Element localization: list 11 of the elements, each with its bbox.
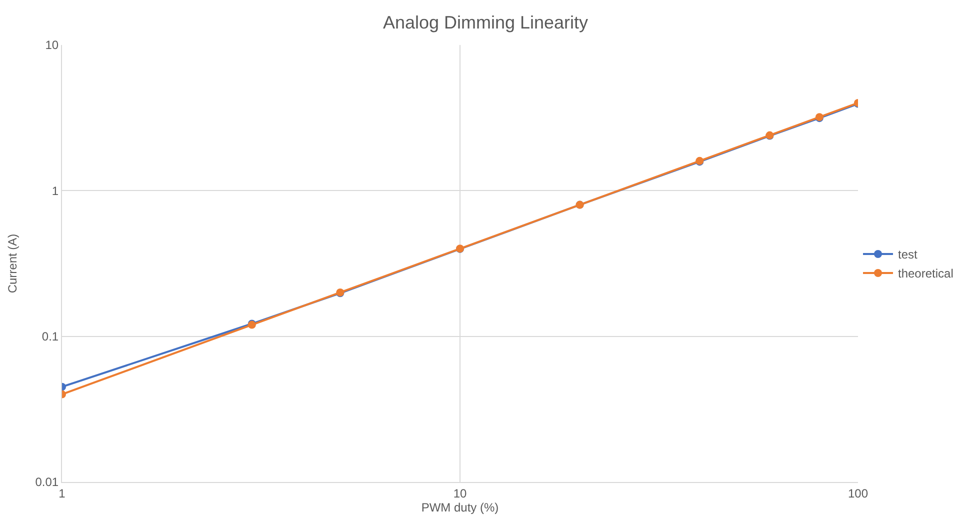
x-axis-title: PWM duty (%): [421, 500, 499, 514]
y-tick-label: 10: [45, 38, 59, 52]
x-tick-label: 10: [453, 486, 467, 500]
legend-label: test: [898, 248, 918, 262]
y-axis-title: Current (A): [6, 234, 20, 294]
y-tick-label: 1: [52, 184, 59, 198]
y-tick-label: 0.01: [35, 475, 59, 490]
y-tick-label: 0.1: [42, 330, 59, 344]
legend-label: theoretical: [898, 266, 954, 281]
x-tick-label: 100: [848, 486, 868, 500]
chart-title: Analog Dimming Linearity: [382, 12, 588, 32]
